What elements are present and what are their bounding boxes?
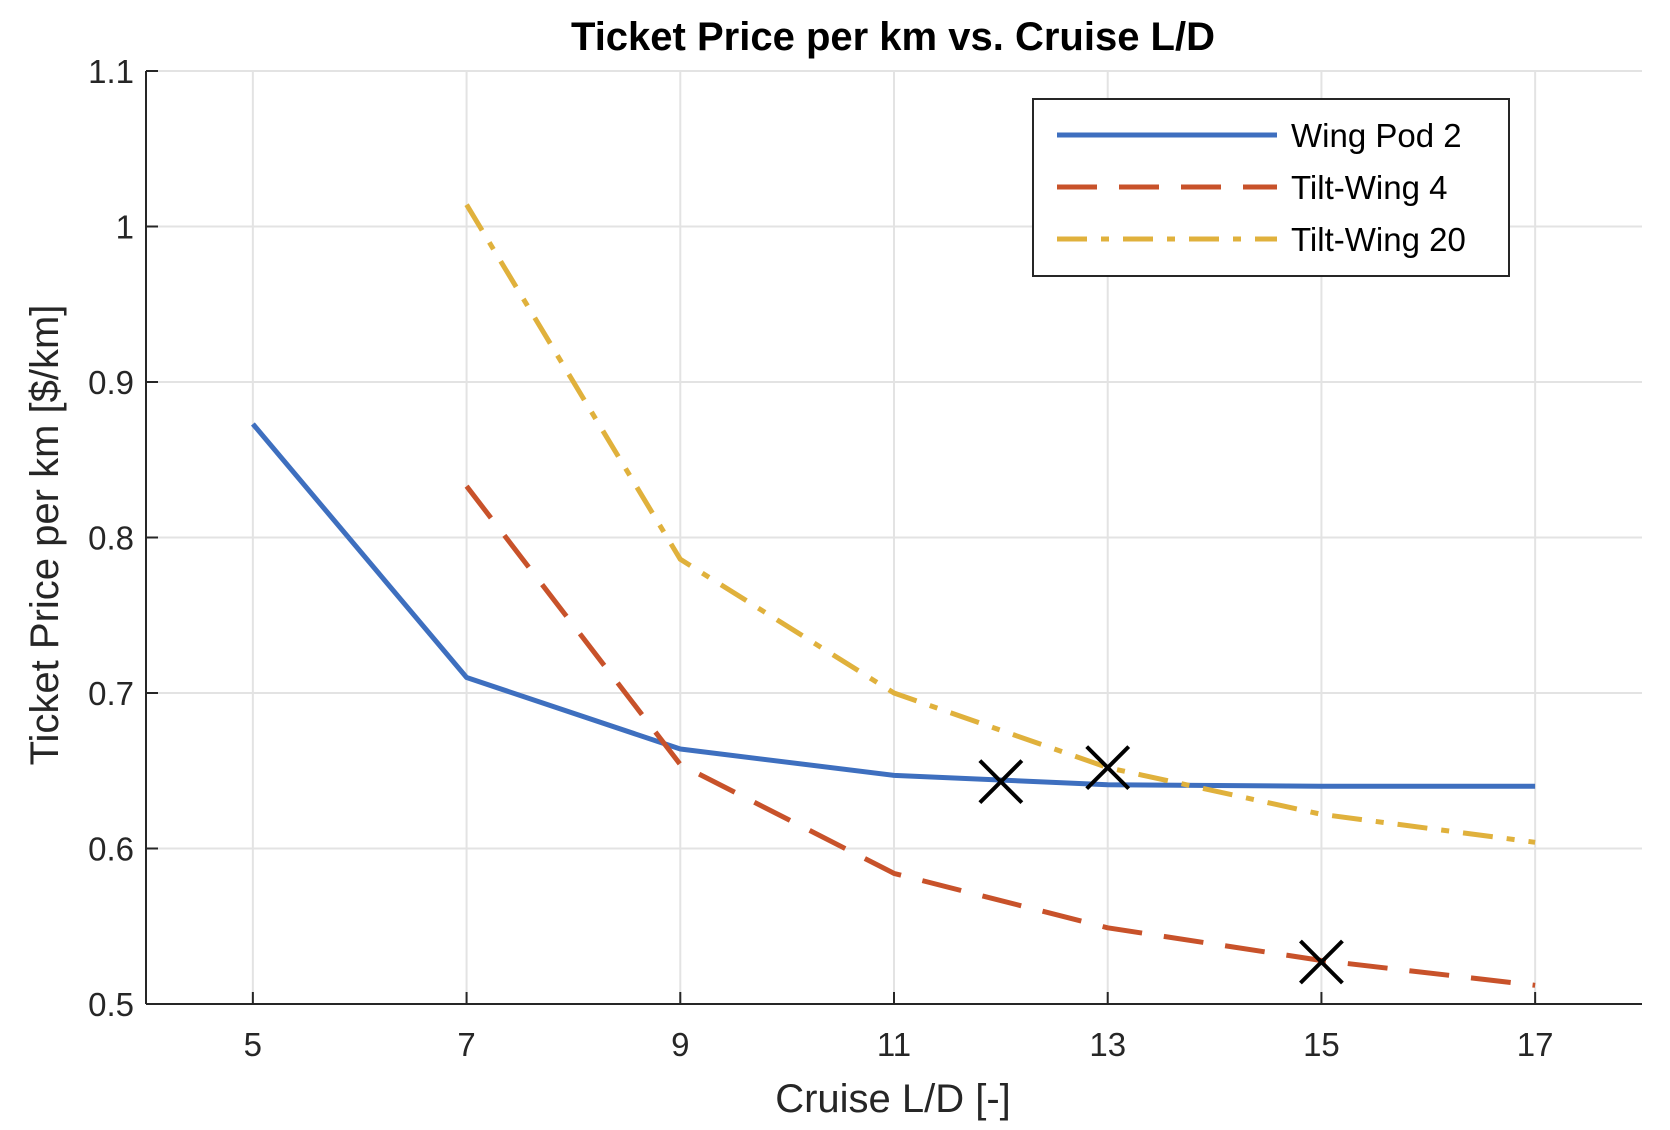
y-tick-label: 0.8 — [88, 520, 134, 557]
x-tick-label: 13 — [1089, 1026, 1126, 1063]
series-line-2 — [464, 484, 1536, 988]
legend-label-1: Wing Pod 2 — [1291, 117, 1462, 154]
y-axis-label: Ticket Price per km [$/km] — [23, 305, 67, 766]
x-tick-label: 9 — [671, 1026, 689, 1063]
y-tick-label: 0.5 — [88, 986, 134, 1023]
x-tick-label: 7 — [457, 1026, 475, 1063]
x-tick-label: 17 — [1517, 1026, 1554, 1063]
legend-label-3: Tilt-Wing 20 — [1291, 221, 1466, 258]
chart-title: Ticket Price per km vs. Cruise L/D — [571, 15, 1215, 59]
legend: Wing Pod 2 Tilt-Wing 4 Tilt-Wing 20 — [1032, 98, 1510, 277]
data-series — [250, 203, 1536, 988]
x-tick-label: 5 — [244, 1026, 262, 1063]
x-marker — [978, 759, 1024, 805]
x-marker — [1299, 939, 1344, 985]
x-marker — [1085, 745, 1131, 791]
y-tick-label: 1 — [116, 209, 134, 246]
y-tick-label: 0.7 — [88, 675, 134, 712]
series-line-3 — [464, 203, 1536, 845]
y-tick-label: 0.9 — [88, 364, 134, 401]
x-axis-label: Cruise L/D [-] — [775, 1077, 1011, 1121]
legend-label-2: Tilt-Wing 4 — [1291, 169, 1447, 206]
data-markers — [978, 745, 1344, 985]
x-tick-label: 15 — [1303, 1026, 1340, 1063]
y-tick-label: 0.6 — [88, 831, 134, 868]
x-tick-label: 11 — [877, 1026, 911, 1063]
axes: 5 7 9 11 13 15 17 0.5 0.6 0.7 0.8 0.9 1 1.1 — [88, 53, 1642, 1063]
series-line-1 — [250, 422, 1536, 789]
y-tick-label: 1.1 — [88, 53, 134, 90]
